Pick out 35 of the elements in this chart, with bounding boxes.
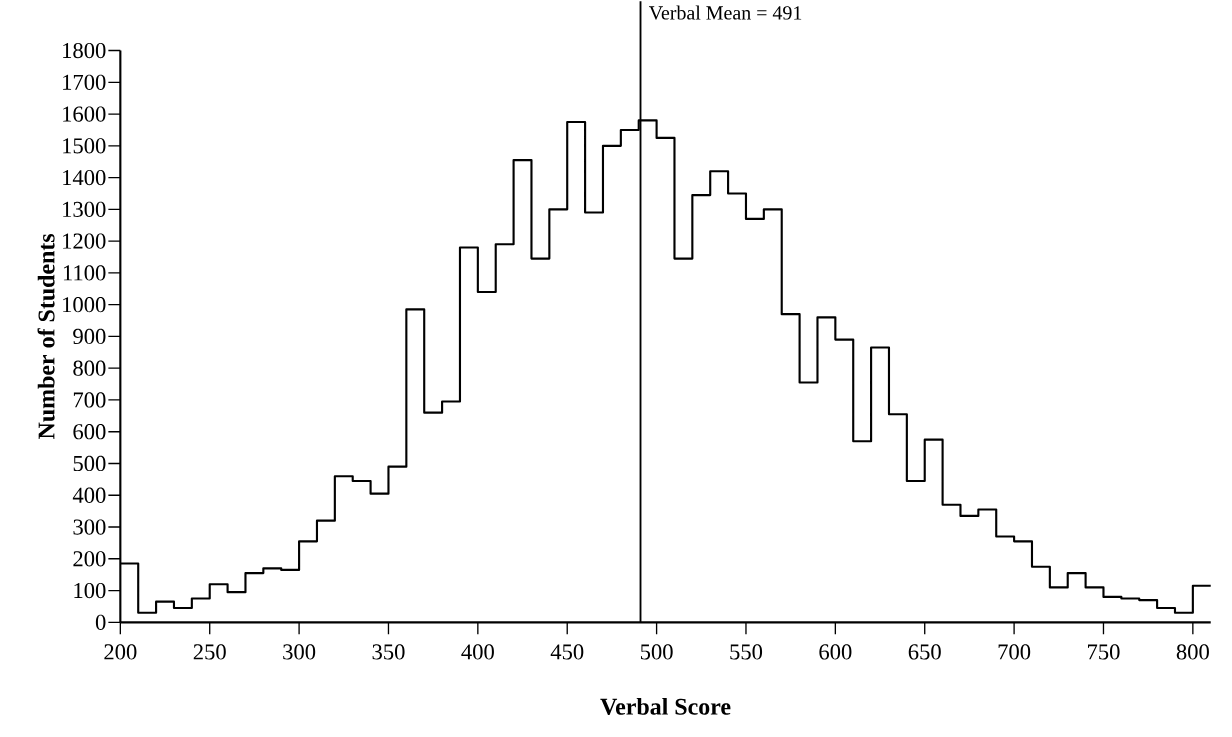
x-tick-label: 750	[1088, 644, 1120, 660]
x-axis-title: Verbal Score	[600, 698, 731, 716]
y-tick-label: 1200	[63, 233, 106, 249]
y-tick-label: 900	[73, 328, 106, 345]
x-tick-label: 250	[193, 644, 226, 660]
ref-line-label: Verbal Mean = 491	[648, 5, 802, 20]
x-tick-label: 500	[640, 644, 673, 660]
x-tick-label: 700	[998, 644, 1031, 660]
y-tick-label: 1600	[63, 106, 106, 122]
y-tick-label: 600	[73, 424, 106, 440]
y-tick-label: 0	[95, 614, 106, 631]
x-tick-label: 450	[550, 644, 584, 660]
y-tick-label: 100	[74, 583, 106, 599]
y-tick-label: 200	[73, 551, 106, 567]
x-tick-label: 350	[372, 644, 405, 660]
y-tick-label: 1300	[63, 201, 106, 218]
y-tick-label: 1500	[63, 138, 106, 154]
x-tick-label: 800	[1176, 644, 1209, 660]
y-tick-label: 1800	[63, 43, 106, 59]
x-tick-label: 400	[461, 644, 494, 660]
y-tick-label: 500	[73, 456, 106, 472]
x-tick-label: 300	[283, 644, 316, 660]
y-tick-label: 400	[72, 487, 106, 504]
y-tick-label: 1000	[63, 297, 106, 313]
y-tick-label: 1700	[63, 74, 106, 91]
y-tick-label: 800	[73, 360, 106, 376]
x-tick-label: 550	[730, 644, 763, 660]
y-tick-label: 700	[73, 392, 106, 408]
y-axis-title: Number of Students	[37, 234, 55, 440]
y-tick-label: 1400	[63, 170, 106, 186]
y-tick-label: 300	[73, 519, 106, 535]
x-tick-label: 600	[819, 644, 852, 660]
x-tick-label: 650	[908, 644, 941, 660]
y-tick-label: 1100	[63, 265, 106, 281]
x-tick-label: 200	[104, 644, 137, 660]
